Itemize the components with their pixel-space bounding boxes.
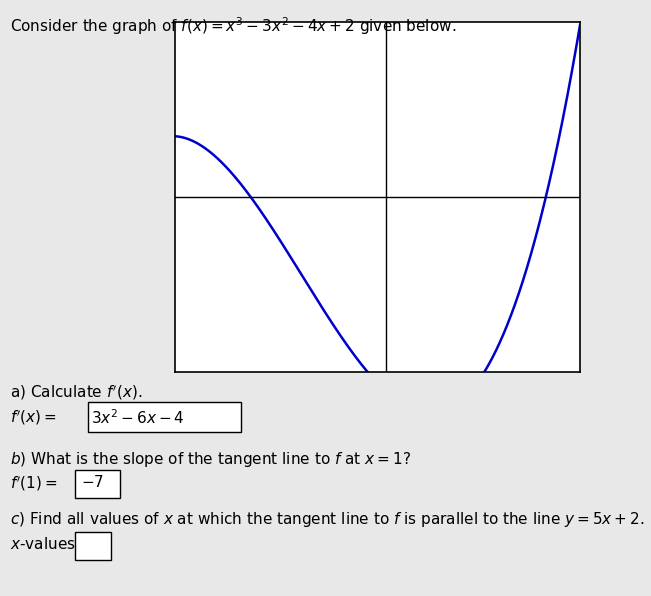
Text: $f'(x) = $: $f'(x) = $ [10,408,57,427]
Text: Consider the graph of $f(x) = x^3 - 3x^2 - 4x + 2$ given below.: Consider the graph of $f(x) = x^3 - 3x^2… [10,15,456,36]
Text: a) Calculate $f'(x)$.: a) Calculate $f'(x)$. [10,383,142,402]
Text: $3x^2 - 6x - 4$: $3x^2 - 6x - 4$ [91,408,185,427]
Text: $b)$ What is the slope of the tangent line to $f$ at $x = 1$?: $b)$ What is the slope of the tangent li… [10,450,411,469]
Text: $c)$ Find all values of $x$ at which the tangent line to $f$ is parallel to the : $c)$ Find all values of $x$ at which the… [10,510,644,529]
Text: $-7$: $-7$ [81,474,105,490]
Text: $f'(1) = $: $f'(1) = $ [10,474,57,493]
Text: $x$-values: $x$-values [10,536,76,552]
